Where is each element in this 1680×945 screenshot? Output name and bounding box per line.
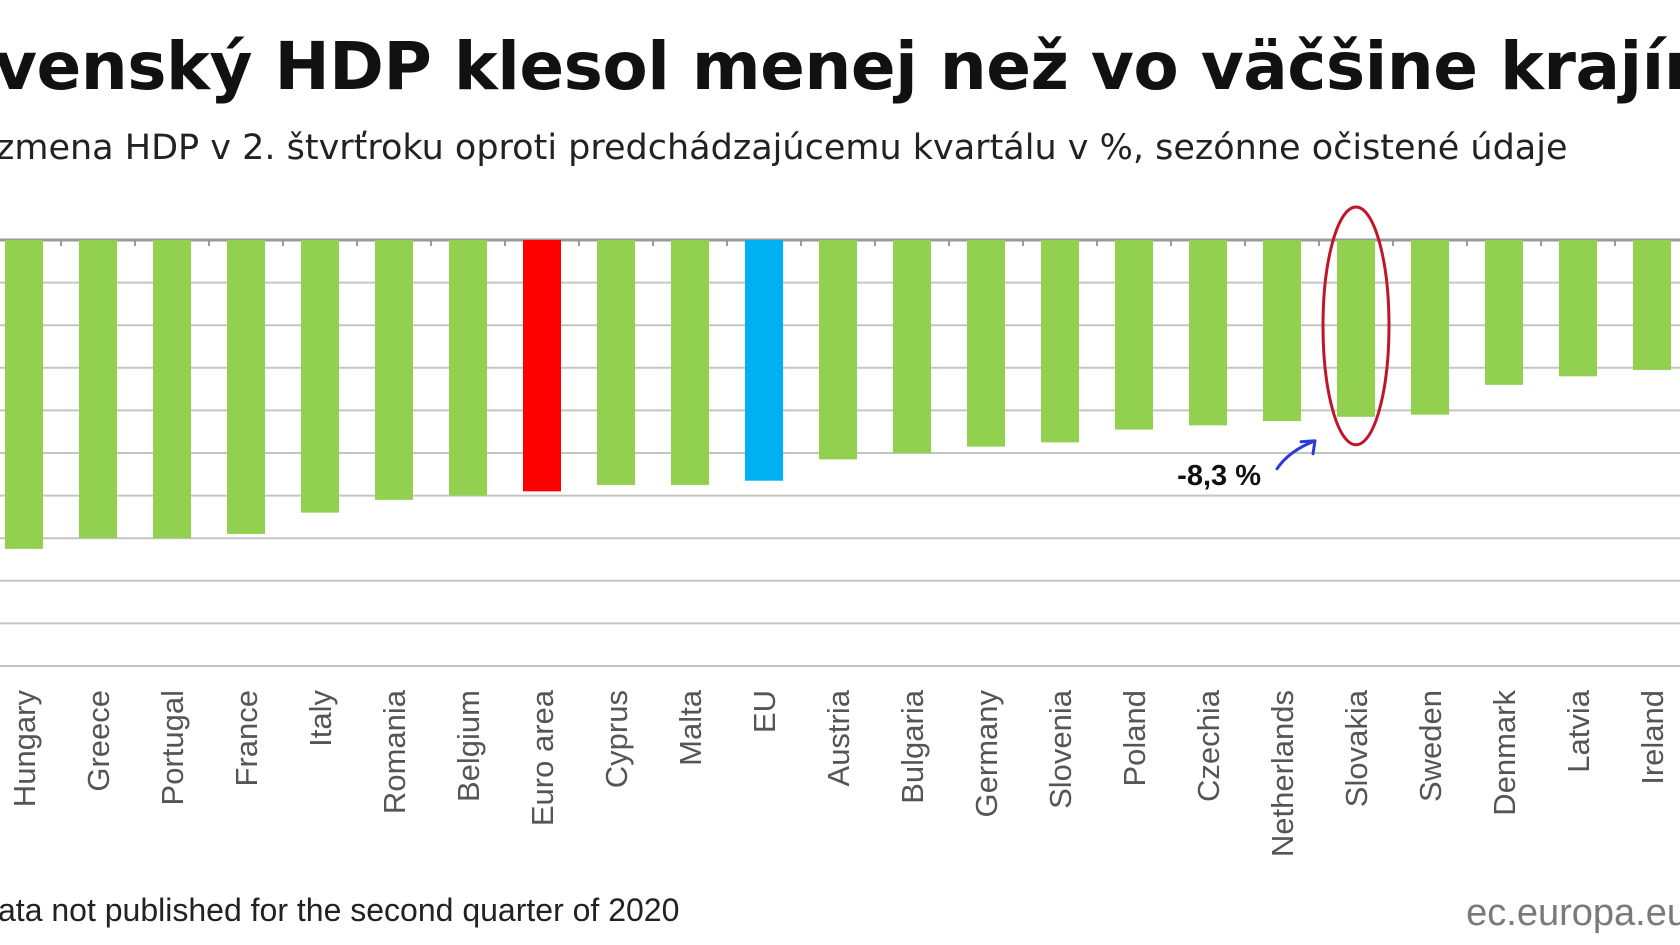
x-tick-label: Romania	[377, 689, 412, 814]
annotation-layer: -8,3 %	[1177, 205, 1391, 492]
bar-chart: Hungary Greece Portugal France Italy Romania B…	[0, 205, 1680, 857]
x-tick-label: Portugal	[155, 690, 190, 805]
highlight-ellipse	[1321, 205, 1391, 447]
x-tick-label: Latvia	[1561, 689, 1596, 772]
x-tick-label: EU	[747, 690, 782, 733]
bar-eu	[745, 240, 783, 481]
x-tick-label: Sweden	[1413, 690, 1448, 802]
x-tick-label: Euro area	[525, 689, 560, 826]
bar-euro-area	[523, 240, 561, 492]
x-tick-label: Italy	[303, 690, 338, 747]
bar-greece	[79, 240, 117, 539]
x-tick-label: Greece	[81, 690, 116, 792]
x-tick-label: Netherlands	[1265, 690, 1300, 857]
x-tick-label: Belgium	[451, 690, 486, 802]
bar-romania	[375, 240, 413, 500]
bar-cyprus	[597, 240, 635, 485]
x-tick-label: France	[229, 690, 264, 786]
chart-subtitle: zmena HDP v 2. štvrťroku oproti predchád…	[0, 128, 1568, 168]
bar-belgium	[449, 240, 487, 496]
bar-italy	[301, 240, 339, 513]
annotation-label: -8,3 %	[1177, 460, 1261, 492]
bar-austria	[819, 240, 857, 460]
bar-bulgaria	[893, 240, 931, 453]
bar-slovenia	[1041, 240, 1079, 443]
x-tick-label: Hungary	[7, 690, 42, 808]
footnote: ata not published for the second quarter…	[0, 892, 680, 928]
x-tick-label: Malta	[673, 689, 708, 766]
bar-france	[227, 240, 265, 534]
x-tick-label: Austria	[821, 689, 856, 786]
bar-czechia	[1189, 240, 1227, 426]
x-tick-label: Poland	[1117, 690, 1152, 787]
x-tick-label: Slovenia	[1043, 689, 1078, 809]
bar-slovakia	[1337, 240, 1375, 417]
bar-malta	[671, 240, 709, 485]
annotation-arrow	[1275, 439, 1317, 471]
bar-denmark	[1485, 240, 1523, 385]
chart-title: venský HDP klesol menej než vo väčšine k…	[0, 28, 1680, 105]
source-credit: ec.europa.eu	[1466, 892, 1680, 934]
x-tick-label: Czechia	[1191, 689, 1226, 802]
bar-hungary	[5, 240, 43, 549]
bar-sweden	[1411, 240, 1449, 415]
bar-latvia	[1559, 240, 1597, 377]
bar-ireland	[1633, 240, 1671, 370]
gridlines	[0, 238, 1680, 667]
x-tick-label: Denmark	[1487, 690, 1522, 816]
x-tick-labels: Hungary Greece Portugal France Italy Romania B…	[7, 689, 1670, 857]
x-tick-label: Cyprus	[599, 690, 634, 788]
x-tick-label: Bulgaria	[895, 689, 930, 803]
bar-poland	[1115, 240, 1153, 430]
bar-germany	[967, 240, 1005, 447]
bars	[5, 240, 1671, 549]
bar-portugal	[153, 240, 191, 539]
x-tick-label: Germany	[969, 690, 1004, 818]
x-tick-label: Ireland	[1635, 690, 1670, 785]
x-tick-label: Slovakia	[1339, 689, 1374, 807]
bar-netherlands	[1263, 240, 1301, 422]
